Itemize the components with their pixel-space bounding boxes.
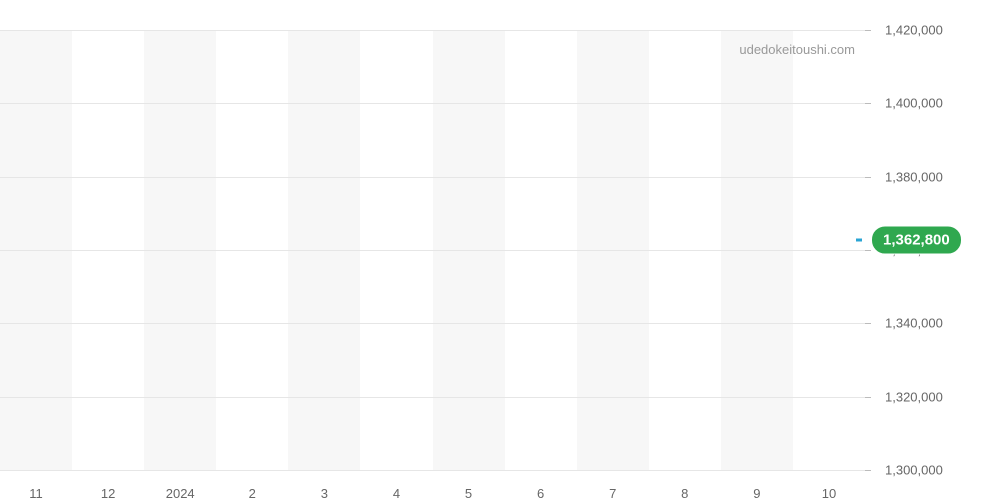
data-point	[856, 238, 862, 241]
x-axis-label: 7	[609, 486, 616, 501]
y-axis-label: 1,400,000	[885, 96, 943, 111]
x-axis-label: 5	[465, 486, 472, 501]
x-axis-label: 6	[537, 486, 544, 501]
y-axis-label: 1,340,000	[885, 316, 943, 331]
gridline	[0, 397, 865, 398]
gridline	[0, 177, 865, 178]
x-axis-label: 4	[393, 486, 400, 501]
y-tick	[865, 177, 871, 178]
gridline	[0, 103, 865, 104]
x-axis-label: 8	[681, 486, 688, 501]
y-tick	[865, 470, 871, 471]
x-axis-label: 12	[101, 486, 115, 501]
y-tick	[865, 323, 871, 324]
y-axis-label: 1,380,000	[885, 169, 943, 184]
plot-area	[0, 30, 865, 470]
y-axis-label: 1,320,000	[885, 389, 943, 404]
y-tick	[865, 397, 871, 398]
y-axis-label: 1,300,000	[885, 463, 943, 478]
gridline	[0, 30, 865, 31]
gridline	[0, 250, 865, 251]
x-axis-label: 2024	[166, 486, 195, 501]
y-tick	[865, 250, 871, 251]
gridline	[0, 470, 865, 471]
gridline	[0, 323, 865, 324]
x-axis-label: 9	[753, 486, 760, 501]
price-chart: 1,300,0001,320,0001,340,0001,360,0001,38…	[0, 0, 1000, 500]
y-tick	[865, 103, 871, 104]
x-axis-label: 2	[249, 486, 256, 501]
price-badge: 1,362,800	[871, 225, 962, 254]
x-axis-label: 3	[321, 486, 328, 501]
x-axis-label: 10	[822, 486, 836, 501]
y-axis-label: 1,420,000	[885, 23, 943, 38]
y-tick	[865, 30, 871, 31]
x-axis-label: 11	[29, 486, 43, 501]
watermark: udedokeitoushi.com	[739, 42, 855, 57]
